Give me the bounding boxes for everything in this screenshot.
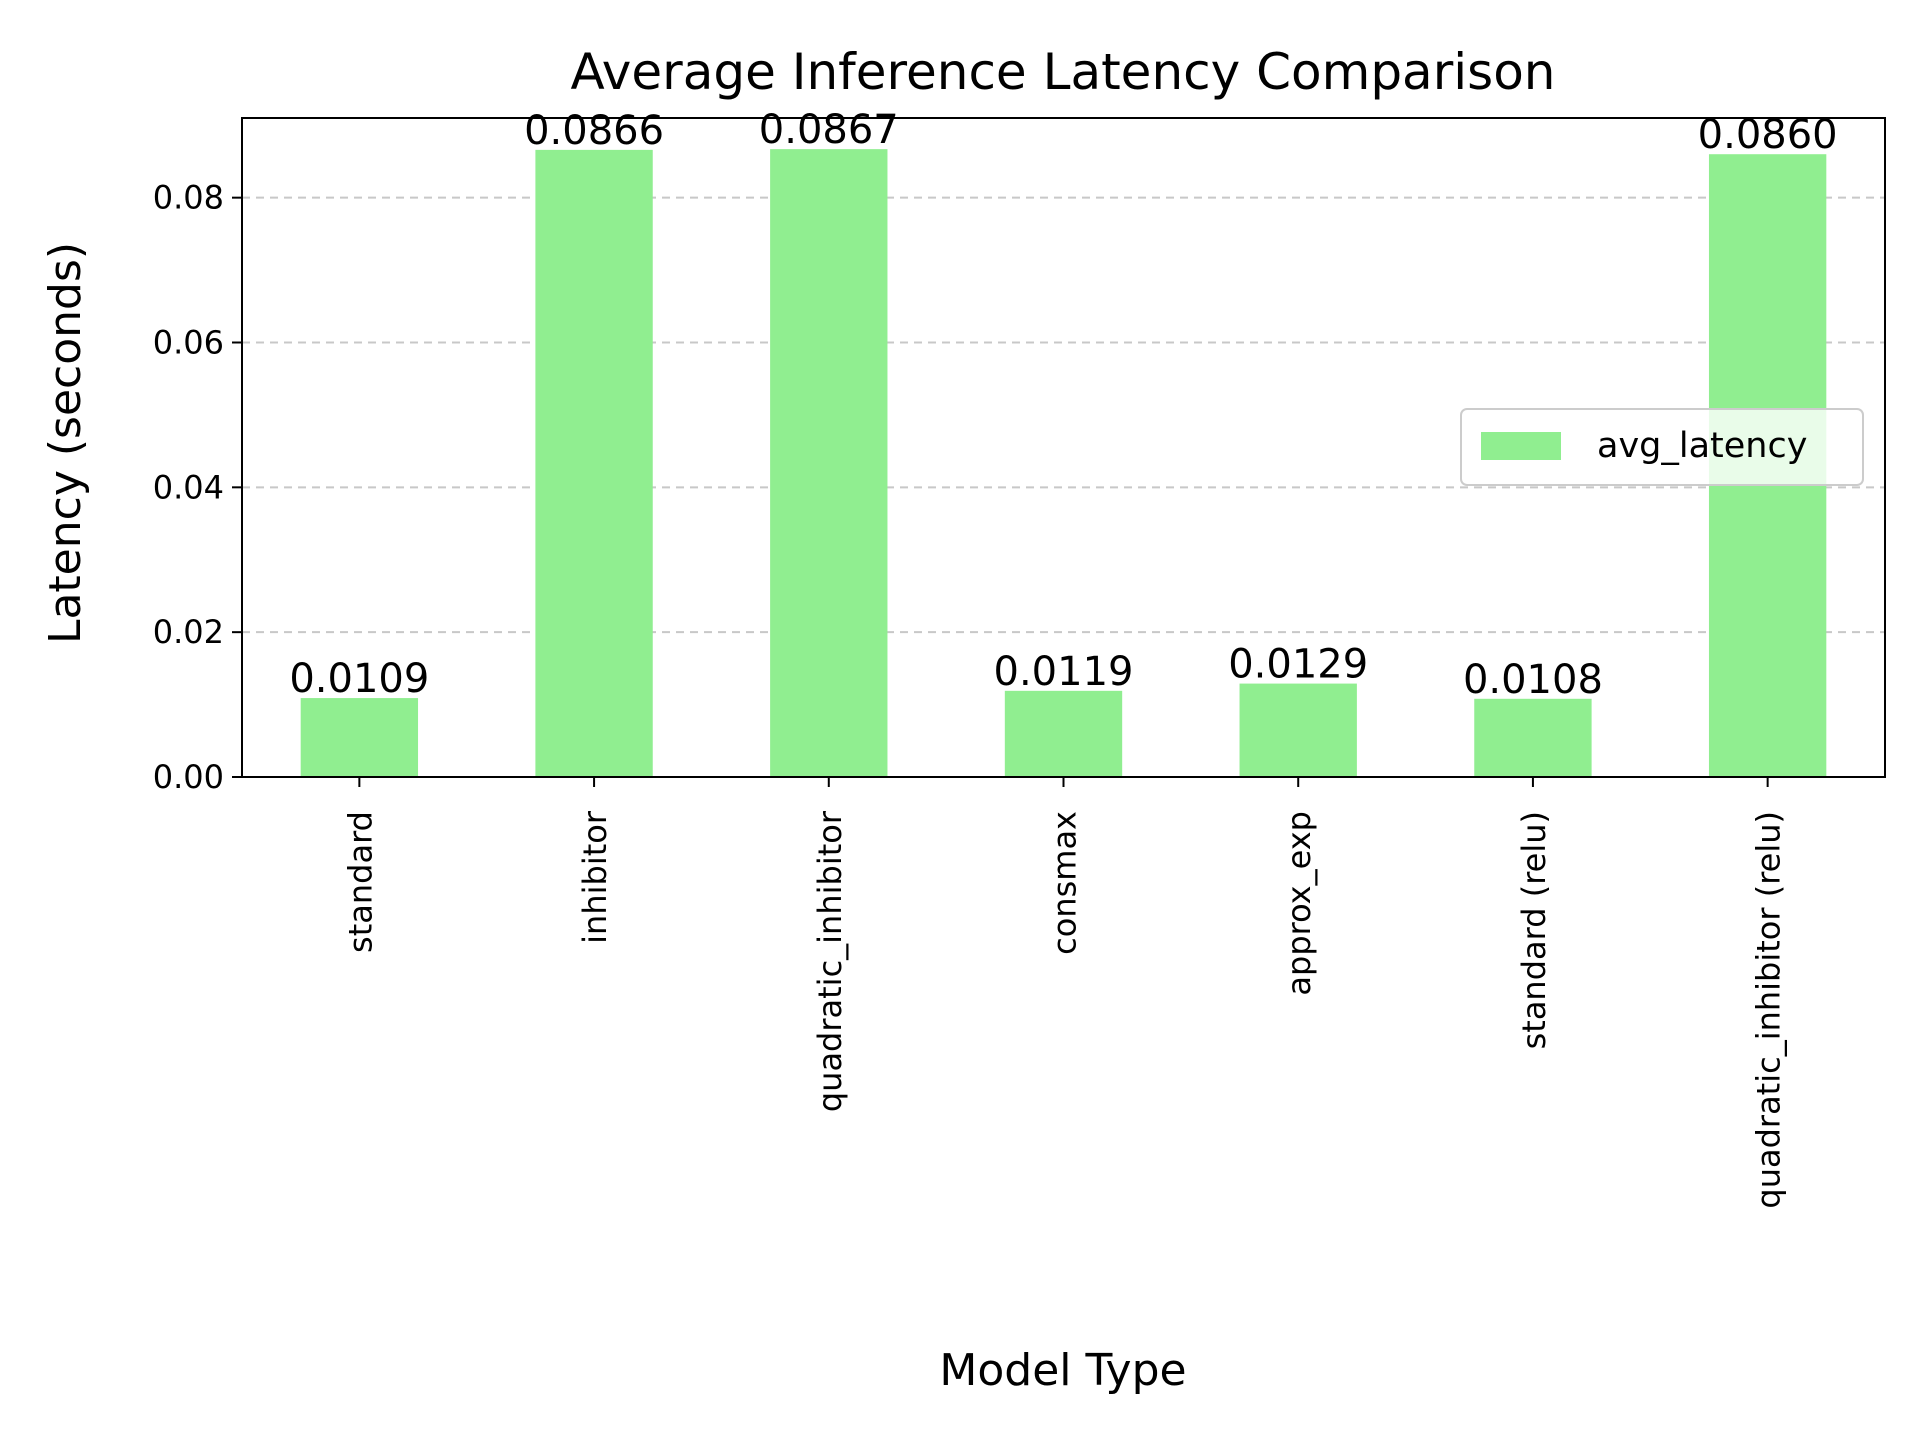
chart-title: Average Inference Latency Comparison xyxy=(571,43,1556,101)
bar xyxy=(300,698,419,777)
x-tick-label: standard (relu) xyxy=(1515,811,1553,1049)
x-tick-label: consmax xyxy=(1046,811,1084,955)
legend-label: avg_latency xyxy=(1597,426,1807,466)
grid-layer xyxy=(242,196,1885,634)
bar-value-label: 0.0119 xyxy=(994,649,1134,695)
legend-swatch xyxy=(1481,432,1561,460)
bar-value-label: 0.0860 xyxy=(1698,112,1838,158)
y-tick-label: 0.08 xyxy=(153,179,224,217)
axis-layer: standard inhibitor quadratic_inhibitor cons… xyxy=(153,117,1886,1209)
x-axis-title: Model Type xyxy=(939,1345,1186,1396)
bar-value-label: 0.0129 xyxy=(1228,642,1368,688)
y-tick-label: 0.02 xyxy=(153,613,224,651)
plot-frame xyxy=(241,117,1886,778)
legend-frame xyxy=(1460,408,1864,486)
bar xyxy=(1474,698,1592,777)
bar-value-label: 0.0867 xyxy=(759,107,899,153)
y-tick-label: 0.04 xyxy=(153,468,224,506)
y-tick-label: 0.00 xyxy=(153,758,224,796)
x-tick-label: approx_exp xyxy=(1280,811,1318,996)
x-tick-label: quadratic_inhibitor xyxy=(811,810,849,1112)
y-axis-title: Latency (seconds) xyxy=(40,242,91,644)
bar xyxy=(770,149,888,778)
bar-value-label: 0.0108 xyxy=(1463,657,1603,703)
bar xyxy=(1239,683,1357,777)
bar-value-label: 0.0866 xyxy=(524,108,664,154)
y-tick-label: 0.06 xyxy=(153,323,224,361)
legend: avg_latency xyxy=(1460,408,1864,486)
bar xyxy=(1004,690,1123,777)
x-tick-label: quadratic_inhibitor (relu) xyxy=(1750,811,1788,1209)
bar-value-label: 0.0109 xyxy=(289,656,429,702)
x-tick-label: inhibitor xyxy=(576,810,614,944)
x-tick-label: standard xyxy=(341,811,379,953)
label-layer: 0.0109 0.0866 0.0867 0.0119 0.0129 0.0108 0.08… xyxy=(289,107,1837,703)
bar xyxy=(535,149,653,777)
